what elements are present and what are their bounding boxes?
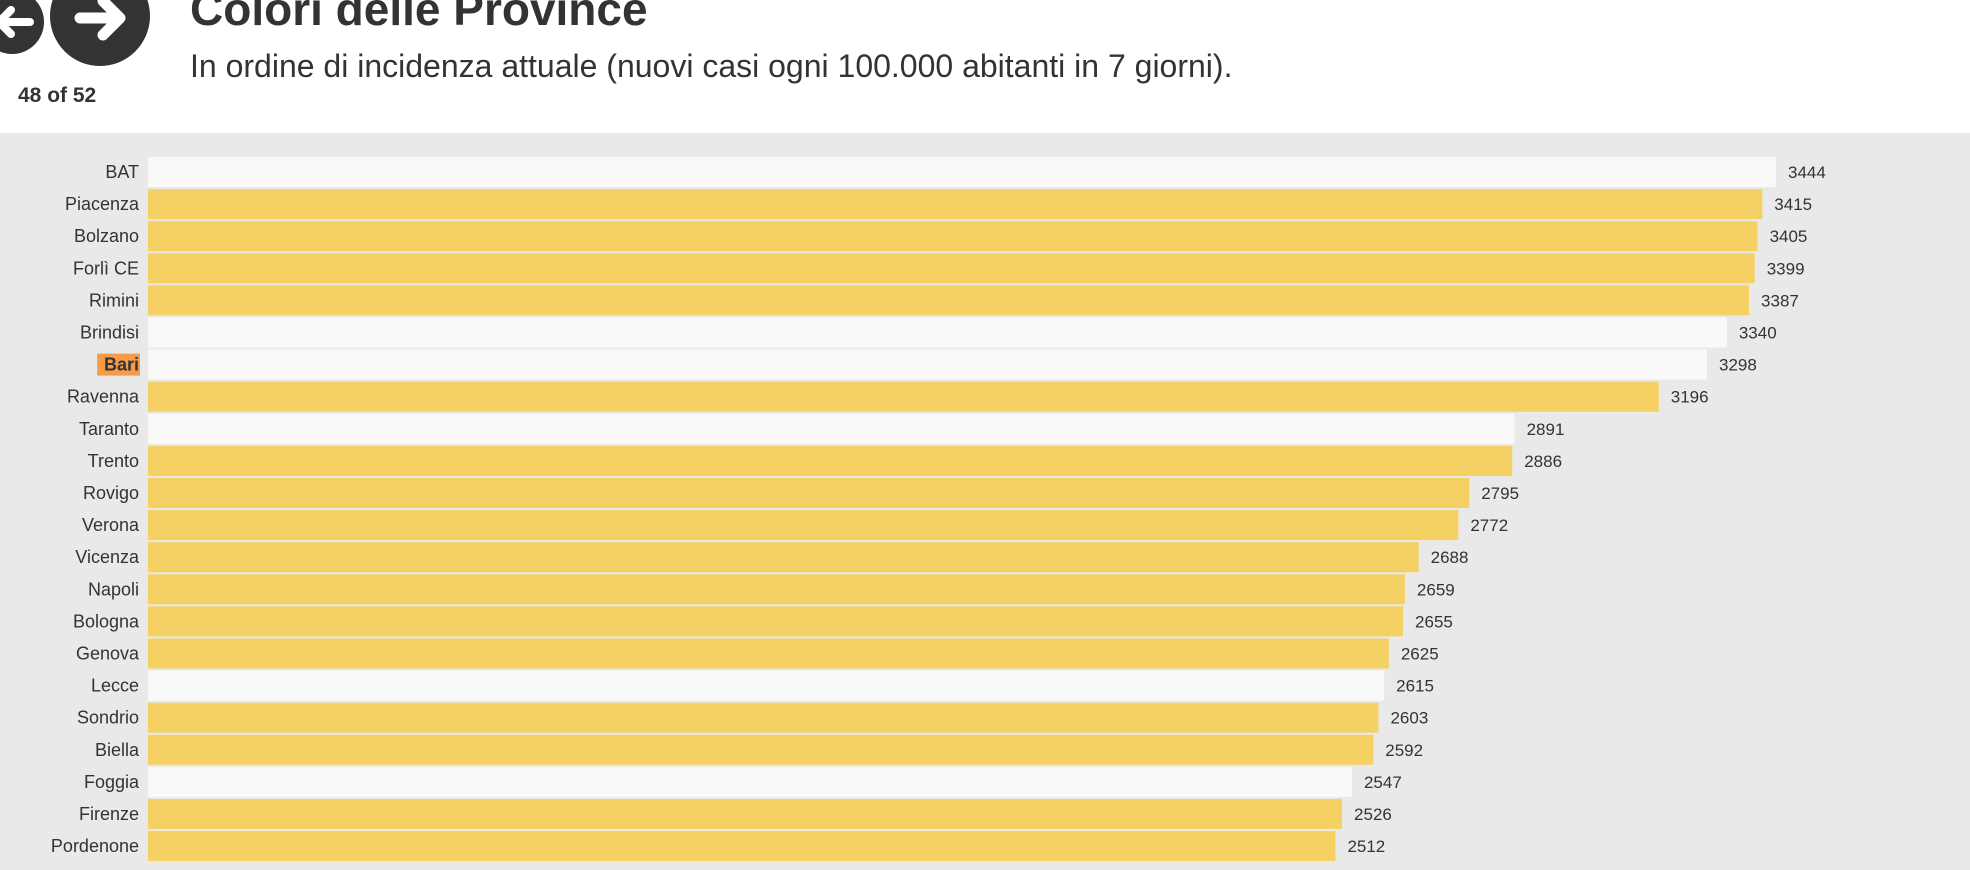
bar — [148, 413, 1515, 444]
bar — [148, 221, 1758, 252]
category-label: Rovigo — [83, 483, 139, 503]
category-label: Vicenza — [75, 547, 140, 567]
bar — [148, 606, 1404, 637]
category-label: Genova — [76, 644, 140, 664]
category-label: Brindisi — [80, 323, 139, 343]
value-label: 3415 — [1774, 195, 1812, 214]
arrow-left-icon — [0, 6, 34, 38]
bar — [148, 445, 1513, 476]
slide-counter: 48 of 52 — [18, 84, 97, 107]
category-label: Bolzano — [74, 226, 139, 246]
category-label: Firenze — [79, 804, 139, 824]
category-label: Napoli — [88, 579, 139, 599]
value-label: 2547 — [1364, 773, 1402, 792]
category-label: Rimini — [89, 290, 139, 310]
chart-title: Colori delle Province — [190, 0, 648, 35]
bar — [148, 157, 1776, 187]
bar — [148, 831, 1336, 862]
chart-header: 48 of 52 Colori delle Province In ordine… — [0, 0, 1970, 133]
value-label: 2772 — [1470, 516, 1508, 535]
bar — [148, 285, 1750, 316]
bar — [148, 189, 1763, 220]
bar — [148, 478, 1470, 508]
value-label: 2512 — [1347, 837, 1385, 856]
highlight-marker — [97, 353, 140, 376]
category-label: Trento — [88, 451, 139, 471]
value-label: 2625 — [1401, 645, 1439, 664]
category-label: Sondrio — [77, 708, 139, 728]
previous-slide-button[interactable] — [0, 0, 44, 54]
value-label: 2688 — [1431, 548, 1469, 567]
value-label: 3405 — [1770, 227, 1808, 246]
next-slide-button[interactable] — [50, 0, 150, 66]
category-label: Verona — [82, 515, 140, 535]
bar — [148, 510, 1459, 541]
bar — [148, 542, 1419, 573]
bar — [148, 381, 1659, 412]
chart-area: BAT 3444 Piacenza 3415 Bolzano 3405 Forlì CE 33… — [0, 133, 1970, 870]
value-label: 3444 — [1788, 163, 1826, 182]
value-label: 2526 — [1354, 805, 1392, 824]
value-label: 2592 — [1385, 741, 1423, 760]
arrow-right-icon — [74, 0, 126, 41]
value-label: 3387 — [1761, 291, 1799, 310]
bar — [148, 349, 1707, 380]
category-label: Taranto — [79, 419, 139, 439]
bar — [148, 638, 1389, 669]
value-label: 2795 — [1481, 484, 1519, 503]
bar — [148, 317, 1727, 348]
bar — [148, 766, 1352, 797]
category-label: Pordenone — [51, 836, 139, 856]
value-label: 2603 — [1390, 709, 1428, 728]
category-label: Forlì CE — [73, 258, 139, 278]
bar — [148, 702, 1379, 733]
value-label: 2659 — [1417, 580, 1455, 599]
bar — [148, 799, 1343, 829]
value-label: 2615 — [1396, 677, 1434, 696]
category-label: Bologna — [73, 611, 140, 631]
value-label: 3196 — [1671, 388, 1709, 407]
category-label: Ravenna — [67, 387, 140, 407]
value-label: 3298 — [1719, 356, 1757, 375]
category-label: Biella — [95, 740, 140, 760]
category-label: Foggia — [84, 772, 140, 792]
bar — [148, 574, 1405, 605]
category-label: Piacenza — [65, 194, 140, 214]
chart-subtitle: In ordine di incidenza attuale (nuovi ca… — [190, 48, 1233, 84]
value-label: 3340 — [1739, 324, 1777, 343]
bar — [148, 734, 1374, 765]
bar — [148, 670, 1385, 701]
category-label: Bari — [104, 355, 139, 375]
bar-chart: BAT 3444 Piacenza 3415 Bolzano 3405 Forlì CE 33… — [51, 157, 1826, 862]
category-label: Lecce — [91, 676, 139, 696]
value-label: 3399 — [1767, 259, 1805, 278]
value-label: 2891 — [1527, 420, 1565, 439]
bar — [148, 253, 1755, 284]
category-label: BAT — [105, 162, 139, 182]
value-label: 2886 — [1524, 452, 1562, 471]
value-label: 2655 — [1415, 612, 1453, 631]
